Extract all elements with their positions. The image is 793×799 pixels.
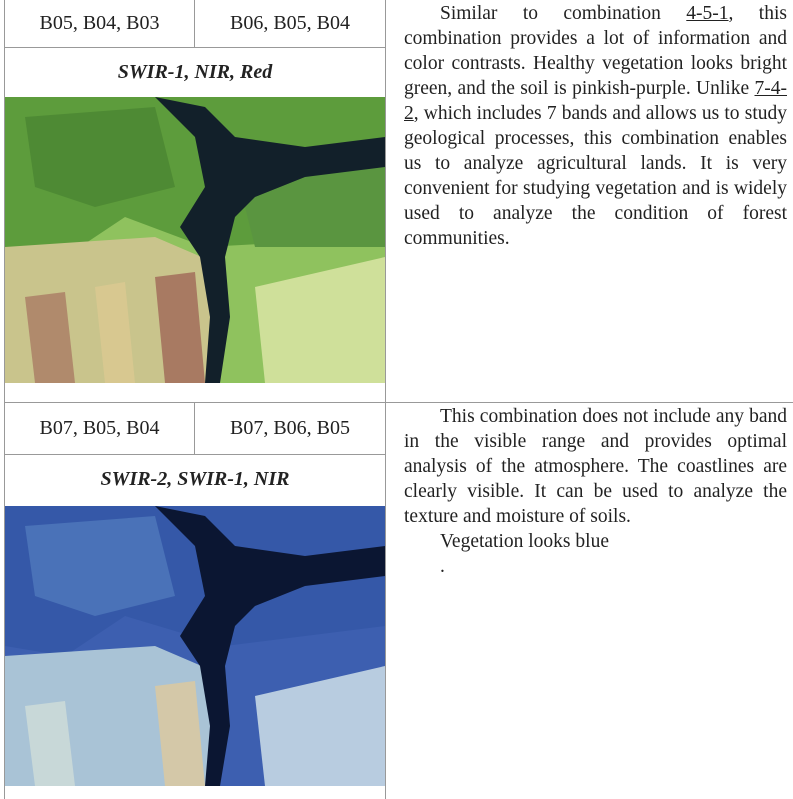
paragraph: .	[404, 554, 787, 579]
band-label: SWIR-2, SWIR-1, NIR	[100, 467, 290, 490]
paragraph: Vegetation looks blue	[404, 529, 787, 554]
paragraph: Similar to combination 4-5-1, this combi…	[404, 1, 787, 251]
border	[385, 0, 386, 799]
text: .	[440, 556, 445, 577]
text: , which includes 7 bands and allows us t…	[404, 103, 787, 249]
description: Similar to combination 4-5-1, this combi…	[386, 1, 793, 401]
description: This combination does not include any ba…	[386, 404, 793, 799]
satellite-image	[5, 506, 385, 786]
band-cell: B06, B05, B04	[195, 0, 385, 48]
link[interactable]: 7-4-2	[404, 78, 787, 124]
satellite-image	[5, 97, 385, 383]
band-label: SWIR-1, NIR, Red	[117, 60, 273, 83]
band-cell: B07, B05, B04	[5, 403, 195, 455]
band-cell: B05, B04, B03	[5, 0, 195, 48]
text: , this combination provides a lot of inf…	[404, 3, 787, 99]
link[interactable]: 4-5-1	[686, 3, 729, 24]
text: Similar to combination	[440, 3, 687, 24]
band-cell: B07, B06, B05	[195, 403, 385, 455]
text: This combination does not include any ba…	[404, 406, 787, 527]
paragraph: This combination does not include any ba…	[404, 404, 787, 529]
border	[4, 402, 793, 403]
text: Vegetation looks blue	[440, 531, 609, 552]
border	[4, 0, 5, 799]
